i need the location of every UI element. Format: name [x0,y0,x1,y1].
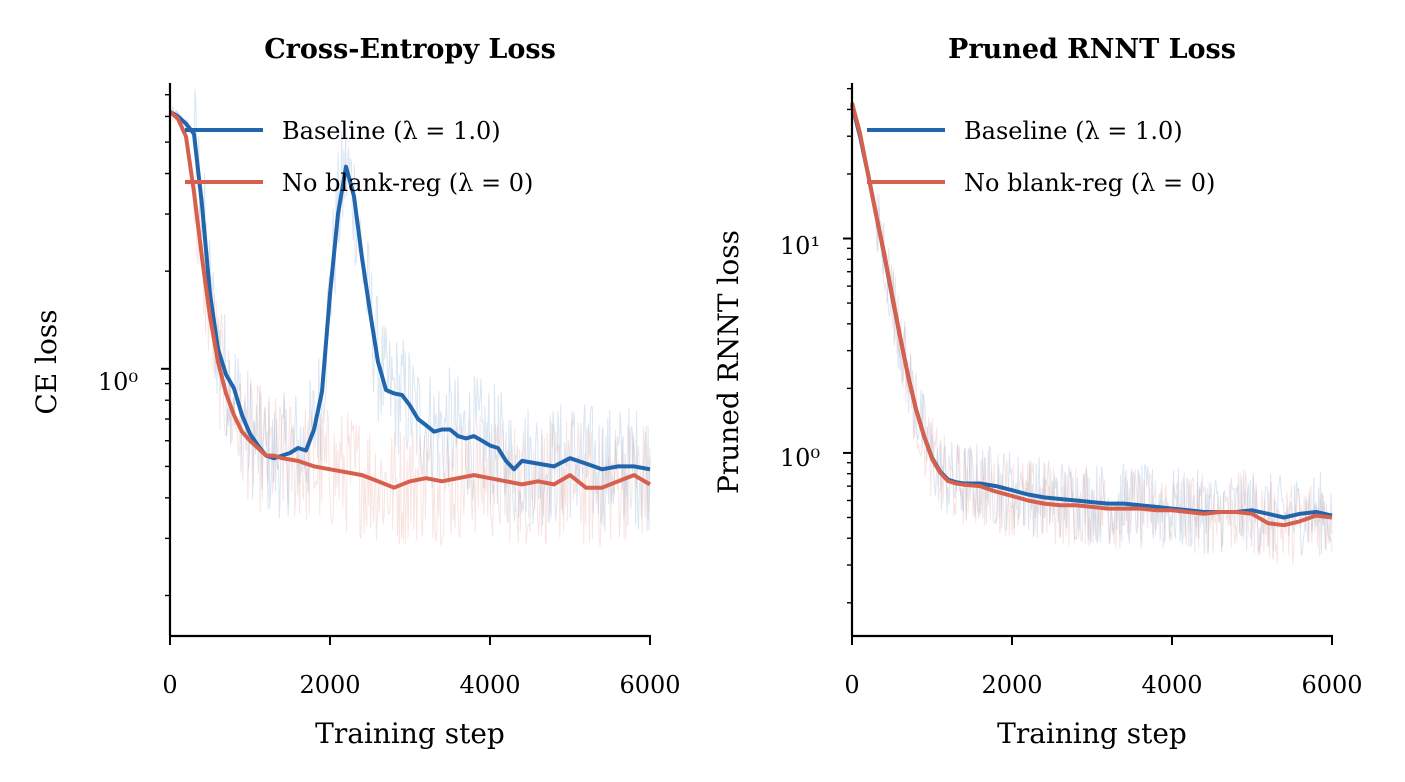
rnnt-chart-title: Pruned RNNT Loss [948,34,1236,65]
ce-chart-title: Cross-Entropy Loss [264,34,556,65]
ce-x-tick-label: 2000 [299,671,360,699]
ce-x-tick-label: 4000 [459,671,520,699]
ce-series-lines [168,110,652,490]
rnnt-series-lines [850,102,1333,528]
rnnt-x-tick-label: 0 [844,671,859,699]
rnnt-legend: Baseline (λ = 1.0) No blank-reg (λ = 0) [867,117,1215,197]
ce-raw-noise [169,89,651,547]
ce-x-axis-label: Training step [315,717,505,750]
rnnt-x-tick-label: 6000 [1301,671,1362,699]
rnnt-y-ticks [843,87,852,604]
ce-legend-label-baseline: Baseline (λ = 1.0) [282,117,501,145]
rnnt-legend-label-noreg: No blank-reg (λ = 0) [964,169,1215,197]
ce-legend-label-noreg: No blank-reg (λ = 0) [282,169,533,197]
ce-series-line-baseline [169,110,651,472]
rnnt-x-ticks [851,636,1333,645]
ce-series-line-noreg [168,110,652,490]
rnnt-y-tick-label: 10⁰ [780,444,820,472]
ce-raw-trace-baseline [169,89,651,532]
ce-legend: Baseline (λ = 1.0) No blank-reg (λ = 0) [185,117,533,197]
rnnt-loss-panel: Pruned RNNT Loss 10¹ 10⁰ 0 2000 4000 600… [712,34,1363,750]
rnnt-x-tick-label: 4000 [1141,671,1202,699]
ce-y-tick-label: 10⁰ [98,368,138,396]
rnnt-raw-trace-baseline [851,104,1333,557]
ce-x-ticks [169,636,651,645]
ce-x-tick-label: 6000 [619,671,680,699]
rnnt-y-axis-label: Pruned RNNT loss [712,230,745,494]
rnnt-x-axis-label: Training step [997,717,1187,750]
rnnt-legend-label-baseline: Baseline (λ = 1.0) [964,117,1183,145]
ce-y-axis-label: CE loss [30,309,63,414]
ce-x-tick-label: 0 [162,671,177,699]
rnnt-x-tick-label: 2000 [981,671,1042,699]
ce-loss-panel: Cross-Entropy Loss 10⁰ 0 2000 4000 6000 … [30,34,681,750]
rnnt-y-tick-label: 10¹ [780,232,820,260]
ce-raw-trace-noreg [169,110,651,547]
rnnt-series-line-noreg [850,102,1333,528]
ce-y-ticks [161,94,170,597]
rnnt-series-line-baseline [850,104,1333,520]
